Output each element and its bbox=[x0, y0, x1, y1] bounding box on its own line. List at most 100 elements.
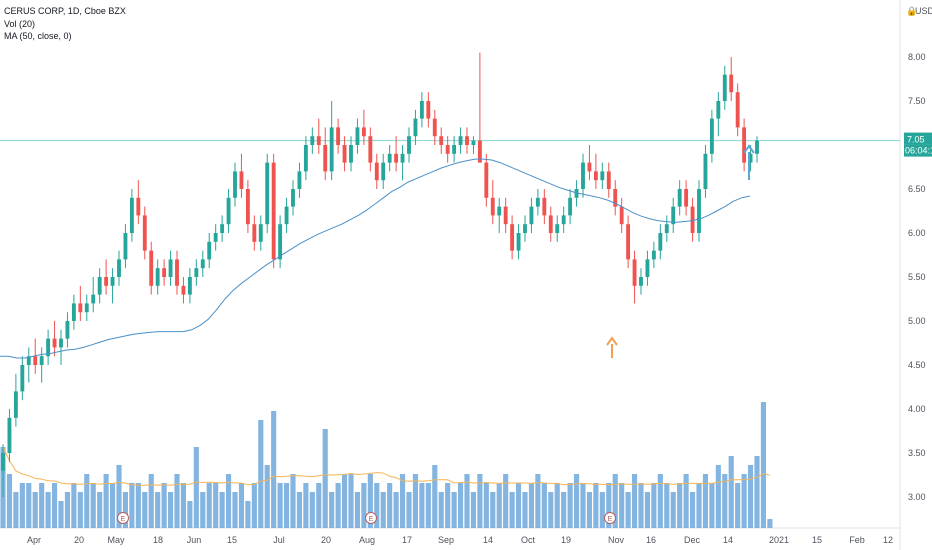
candle-body bbox=[619, 206, 624, 225]
x-tick-label: Oct bbox=[521, 535, 536, 545]
x-tick-label: 18 bbox=[153, 535, 163, 545]
candle-body bbox=[677, 189, 682, 207]
candle-body bbox=[709, 118, 714, 154]
candle-body bbox=[664, 224, 669, 233]
volume-bar bbox=[167, 492, 174, 528]
volume-bar bbox=[277, 483, 283, 528]
volume-bar bbox=[39, 483, 45, 528]
volume-bar bbox=[677, 483, 683, 528]
candle-body bbox=[432, 118, 437, 137]
earnings-marker-icon[interactable] bbox=[365, 512, 377, 524]
candle-body bbox=[104, 277, 109, 286]
candle-body bbox=[413, 118, 418, 137]
volume-bar bbox=[561, 492, 567, 528]
volume-bar bbox=[573, 474, 580, 528]
y-tick-label: 3.00 bbox=[908, 492, 926, 502]
volume-bar bbox=[180, 483, 187, 528]
candle-body bbox=[278, 224, 283, 260]
ma-line bbox=[0, 158, 751, 359]
candle-body bbox=[26, 356, 31, 365]
candle-body bbox=[516, 233, 521, 251]
volume-bar bbox=[225, 474, 232, 528]
x-tick-label: 17 bbox=[402, 535, 412, 545]
volume-bar bbox=[702, 474, 709, 528]
volume-bar bbox=[122, 492, 129, 528]
x-tick-label: 16 bbox=[646, 535, 656, 545]
volume-bar bbox=[419, 483, 425, 528]
candle-body bbox=[78, 303, 83, 313]
candle-body bbox=[142, 215, 147, 251]
volume-bar bbox=[6, 474, 13, 528]
volume-bar bbox=[296, 492, 303, 528]
candle-body bbox=[613, 189, 618, 207]
candle-body bbox=[71, 303, 76, 321]
volume-bar bbox=[606, 483, 612, 528]
volume-bar bbox=[689, 492, 696, 528]
candle-body bbox=[65, 321, 70, 339]
volume-bar bbox=[238, 483, 245, 528]
candle-body bbox=[226, 197, 231, 225]
volume-bar bbox=[84, 474, 90, 528]
volume-bar bbox=[412, 474, 419, 528]
volume-bar bbox=[509, 492, 515, 528]
candle-body bbox=[91, 294, 96, 304]
candle-body bbox=[439, 136, 444, 145]
candle-body bbox=[129, 197, 134, 233]
volume-bar bbox=[612, 474, 618, 528]
symbol-title[interactable]: CERUS CORP, 1D, Cboe BZX bbox=[4, 6, 126, 16]
candle-body bbox=[245, 189, 250, 225]
candle-body bbox=[484, 162, 489, 198]
volume-bar bbox=[425, 483, 431, 528]
volume-bar bbox=[651, 483, 657, 528]
candle-body bbox=[703, 153, 708, 189]
volume-bar bbox=[329, 492, 335, 528]
volume-bar bbox=[109, 483, 116, 528]
candle-body bbox=[568, 197, 573, 216]
earnings-marker-glyph: E bbox=[369, 516, 374, 523]
volume-bar bbox=[619, 483, 625, 528]
candle-body bbox=[510, 224, 515, 251]
volume-bar bbox=[599, 492, 605, 528]
candle-body bbox=[735, 92, 740, 128]
volume-bar bbox=[303, 483, 309, 528]
candle-body bbox=[349, 145, 353, 163]
x-tick-label: 12 bbox=[883, 535, 893, 545]
candle-body bbox=[336, 127, 341, 145]
candle-body bbox=[503, 206, 508, 225]
volume-bar bbox=[187, 501, 193, 528]
volume-bar bbox=[97, 492, 103, 528]
y-tick-label: 8.00 bbox=[908, 52, 926, 62]
lock-icon: 🔒 bbox=[906, 6, 917, 16]
candle-body bbox=[291, 189, 295, 207]
candle-body bbox=[155, 268, 160, 286]
candle-body bbox=[426, 101, 431, 119]
currency-label: USD bbox=[915, 6, 932, 16]
volume-bar bbox=[155, 492, 161, 528]
volume-indicator-label[interactable]: Vol (20) bbox=[4, 18, 36, 29]
candle-body bbox=[381, 162, 386, 181]
candle-body bbox=[258, 224, 263, 242]
volume-bar bbox=[142, 492, 148, 528]
candle-body bbox=[748, 153, 753, 163]
volume-bar bbox=[213, 483, 219, 528]
volume-bar bbox=[148, 474, 154, 528]
candle-body bbox=[523, 224, 527, 233]
volume-bar bbox=[683, 474, 689, 528]
y-tick-label: 5.50 bbox=[908, 272, 926, 282]
earnings-marker-icon[interactable] bbox=[117, 512, 129, 524]
candle-body bbox=[187, 277, 192, 295]
candle-body bbox=[168, 259, 173, 277]
candle-body bbox=[639, 277, 643, 286]
volume-bar bbox=[754, 456, 760, 528]
volume-bar bbox=[45, 492, 51, 528]
ma-indicator-label[interactable]: MA (50, close, 0) bbox=[4, 31, 72, 41]
volume-bar bbox=[51, 483, 58, 528]
y-tick-label: 4.00 bbox=[908, 404, 926, 414]
volume-bar bbox=[586, 492, 593, 528]
volume-bar bbox=[367, 474, 373, 528]
candle-body bbox=[729, 74, 734, 93]
candle-body bbox=[697, 189, 701, 233]
earnings-marker-icon[interactable] bbox=[604, 512, 616, 524]
volume-bar bbox=[387, 483, 393, 528]
